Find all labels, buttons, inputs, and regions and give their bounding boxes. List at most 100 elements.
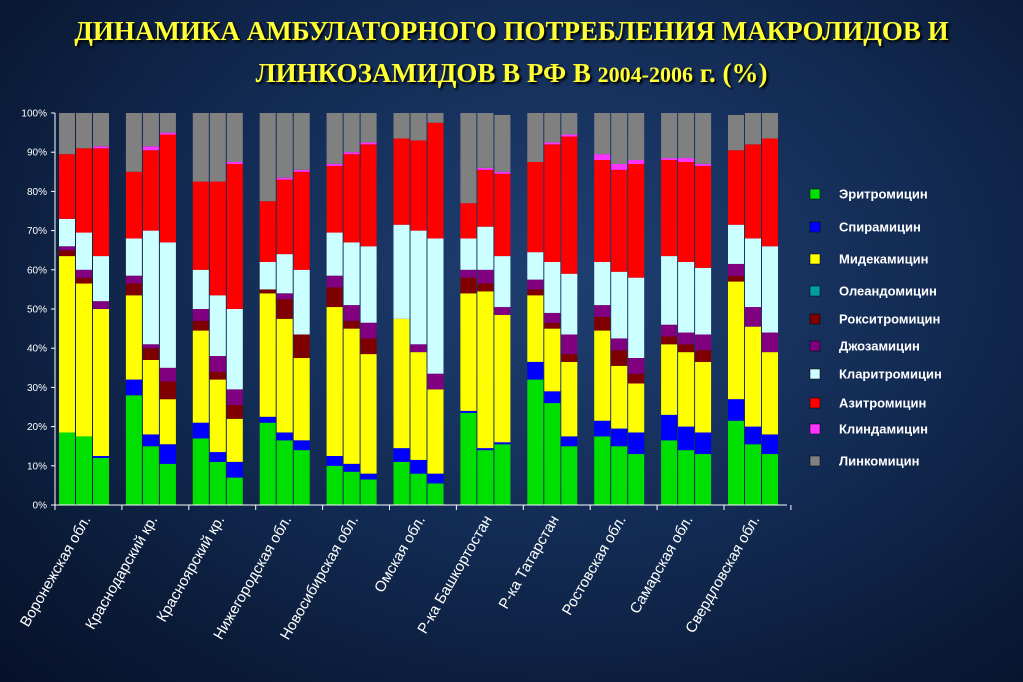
bar-segment: [259, 416, 276, 423]
bar-segment: [192, 309, 209, 321]
bar-segment: [410, 352, 427, 460]
bar-segment: [628, 358, 645, 374]
bar-segment: [276, 113, 293, 178]
legend-label: Спирамицин: [839, 220, 921, 235]
legend: Эритромицин Спирамицин Мидекамицин Олеандом…: [809, 187, 942, 469]
bar-segment: [477, 450, 494, 505]
bar-segment: [259, 289, 276, 294]
bar-segment: [360, 479, 377, 505]
bar-segment: [728, 114, 744, 151]
y-tick-label: 10%: [27, 461, 47, 472]
bar-segment: [142, 446, 159, 505]
bar-segment: [125, 238, 142, 276]
y-tick-label: 40%: [27, 344, 47, 355]
bar-segment: [276, 299, 293, 319]
bar-segment: [159, 132, 176, 135]
bar-segment: [460, 203, 477, 239]
bar-segment: [326, 307, 343, 456]
bar-segment: [628, 277, 645, 358]
bar-segment: [427, 373, 444, 390]
bar-segment: [343, 463, 360, 472]
bar-segment: [59, 250, 75, 257]
bar-segment: [159, 367, 176, 382]
bar-segment: [259, 201, 276, 262]
chart-title-line2: ЛИНКОЗАМИДОВ В РФ В 2004-2006 г. (%): [0, 52, 1023, 96]
legend-label: Кларитромицин: [839, 367, 942, 382]
y-tick-label: 0%: [33, 501, 48, 512]
bar-segment: [159, 399, 176, 445]
bar-segment: [209, 295, 226, 357]
bar-segment: [544, 403, 561, 505]
bar-segment: [125, 295, 142, 380]
bar-segment: [527, 113, 544, 162]
bar-segment: [192, 113, 209, 182]
bar-segment: [410, 230, 427, 345]
legend-swatch: [809, 313, 821, 325]
bar-segment: [695, 163, 712, 166]
bar-segment: [259, 422, 276, 505]
bar-segment: [695, 267, 712, 335]
bar-segment: [93, 301, 109, 309]
bar-segment: [611, 365, 628, 429]
bar-segment: [76, 283, 92, 437]
bar-segment: [678, 426, 695, 451]
bar-segment: [628, 160, 645, 164]
bar-segment: [360, 144, 377, 247]
x-category-label: Самарская обл.: [627, 513, 697, 617]
bar-segment: [343, 305, 360, 321]
bar-segment: [226, 309, 243, 390]
bar-segment: [293, 358, 310, 441]
bar-segment: [410, 140, 427, 231]
bar-segment: [695, 454, 712, 505]
bar-segment: [360, 142, 377, 145]
bar-segment: [762, 138, 778, 247]
bar-segment: [326, 465, 343, 505]
bar-segment: [209, 181, 226, 296]
bar-segment: [544, 142, 561, 145]
bar-segment: [93, 146, 109, 149]
bar-segment: [209, 461, 226, 505]
legend-swatch: [809, 368, 821, 380]
bar-segment: [293, 334, 310, 358]
bar-segment: [762, 352, 778, 435]
bar-segment: [93, 457, 109, 505]
bar-segment: [661, 336, 678, 345]
chart-title-line1: ДИНАМИКА АМБУЛАТОРНОГО ПОТРЕБЛЕНИЯ МАКРО…: [74, 16, 949, 46]
chart-title-line2-end: г. (%): [692, 58, 768, 88]
bar-segment: [628, 383, 645, 433]
bar-segment: [745, 326, 761, 427]
y-tick-label: 100%: [21, 109, 47, 120]
bar-segment: [544, 113, 561, 143]
bar-segment: [695, 165, 712, 268]
bar-segment: [276, 177, 293, 180]
bar-segment: [544, 391, 561, 404]
bar-segment: [594, 305, 611, 317]
bars-layer: [59, 113, 778, 505]
bar-segment: [76, 269, 92, 278]
legend-label: Клиндамицин: [839, 422, 928, 437]
bar-segment: [561, 273, 578, 335]
bar-segment: [661, 158, 678, 161]
bar-segment: [427, 389, 444, 474]
legend-label: Линкомицин: [839, 454, 920, 469]
bar-segment: [527, 295, 544, 362]
bar-segment: [259, 293, 276, 417]
legend-label: Олеандомицин: [839, 284, 937, 299]
bar-segment: [745, 113, 761, 145]
bar-segment: [745, 144, 761, 239]
bar-segment: [477, 448, 494, 451]
bar-segment: [393, 224, 410, 319]
bar-segment: [192, 422, 209, 439]
bar-segment: [393, 138, 410, 225]
bar-segment: [628, 163, 645, 278]
bar-segment: [326, 275, 343, 288]
bar-segment: [209, 356, 226, 372]
bar-segment: [393, 318, 410, 449]
bar-segment: [678, 332, 695, 345]
bar-segment: [527, 361, 544, 380]
bar-segment: [93, 148, 109, 257]
bar-segment: [293, 440, 310, 451]
bar-segment: [142, 146, 159, 151]
bar-segment: [125, 113, 142, 172]
bar-segment: [745, 426, 761, 445]
